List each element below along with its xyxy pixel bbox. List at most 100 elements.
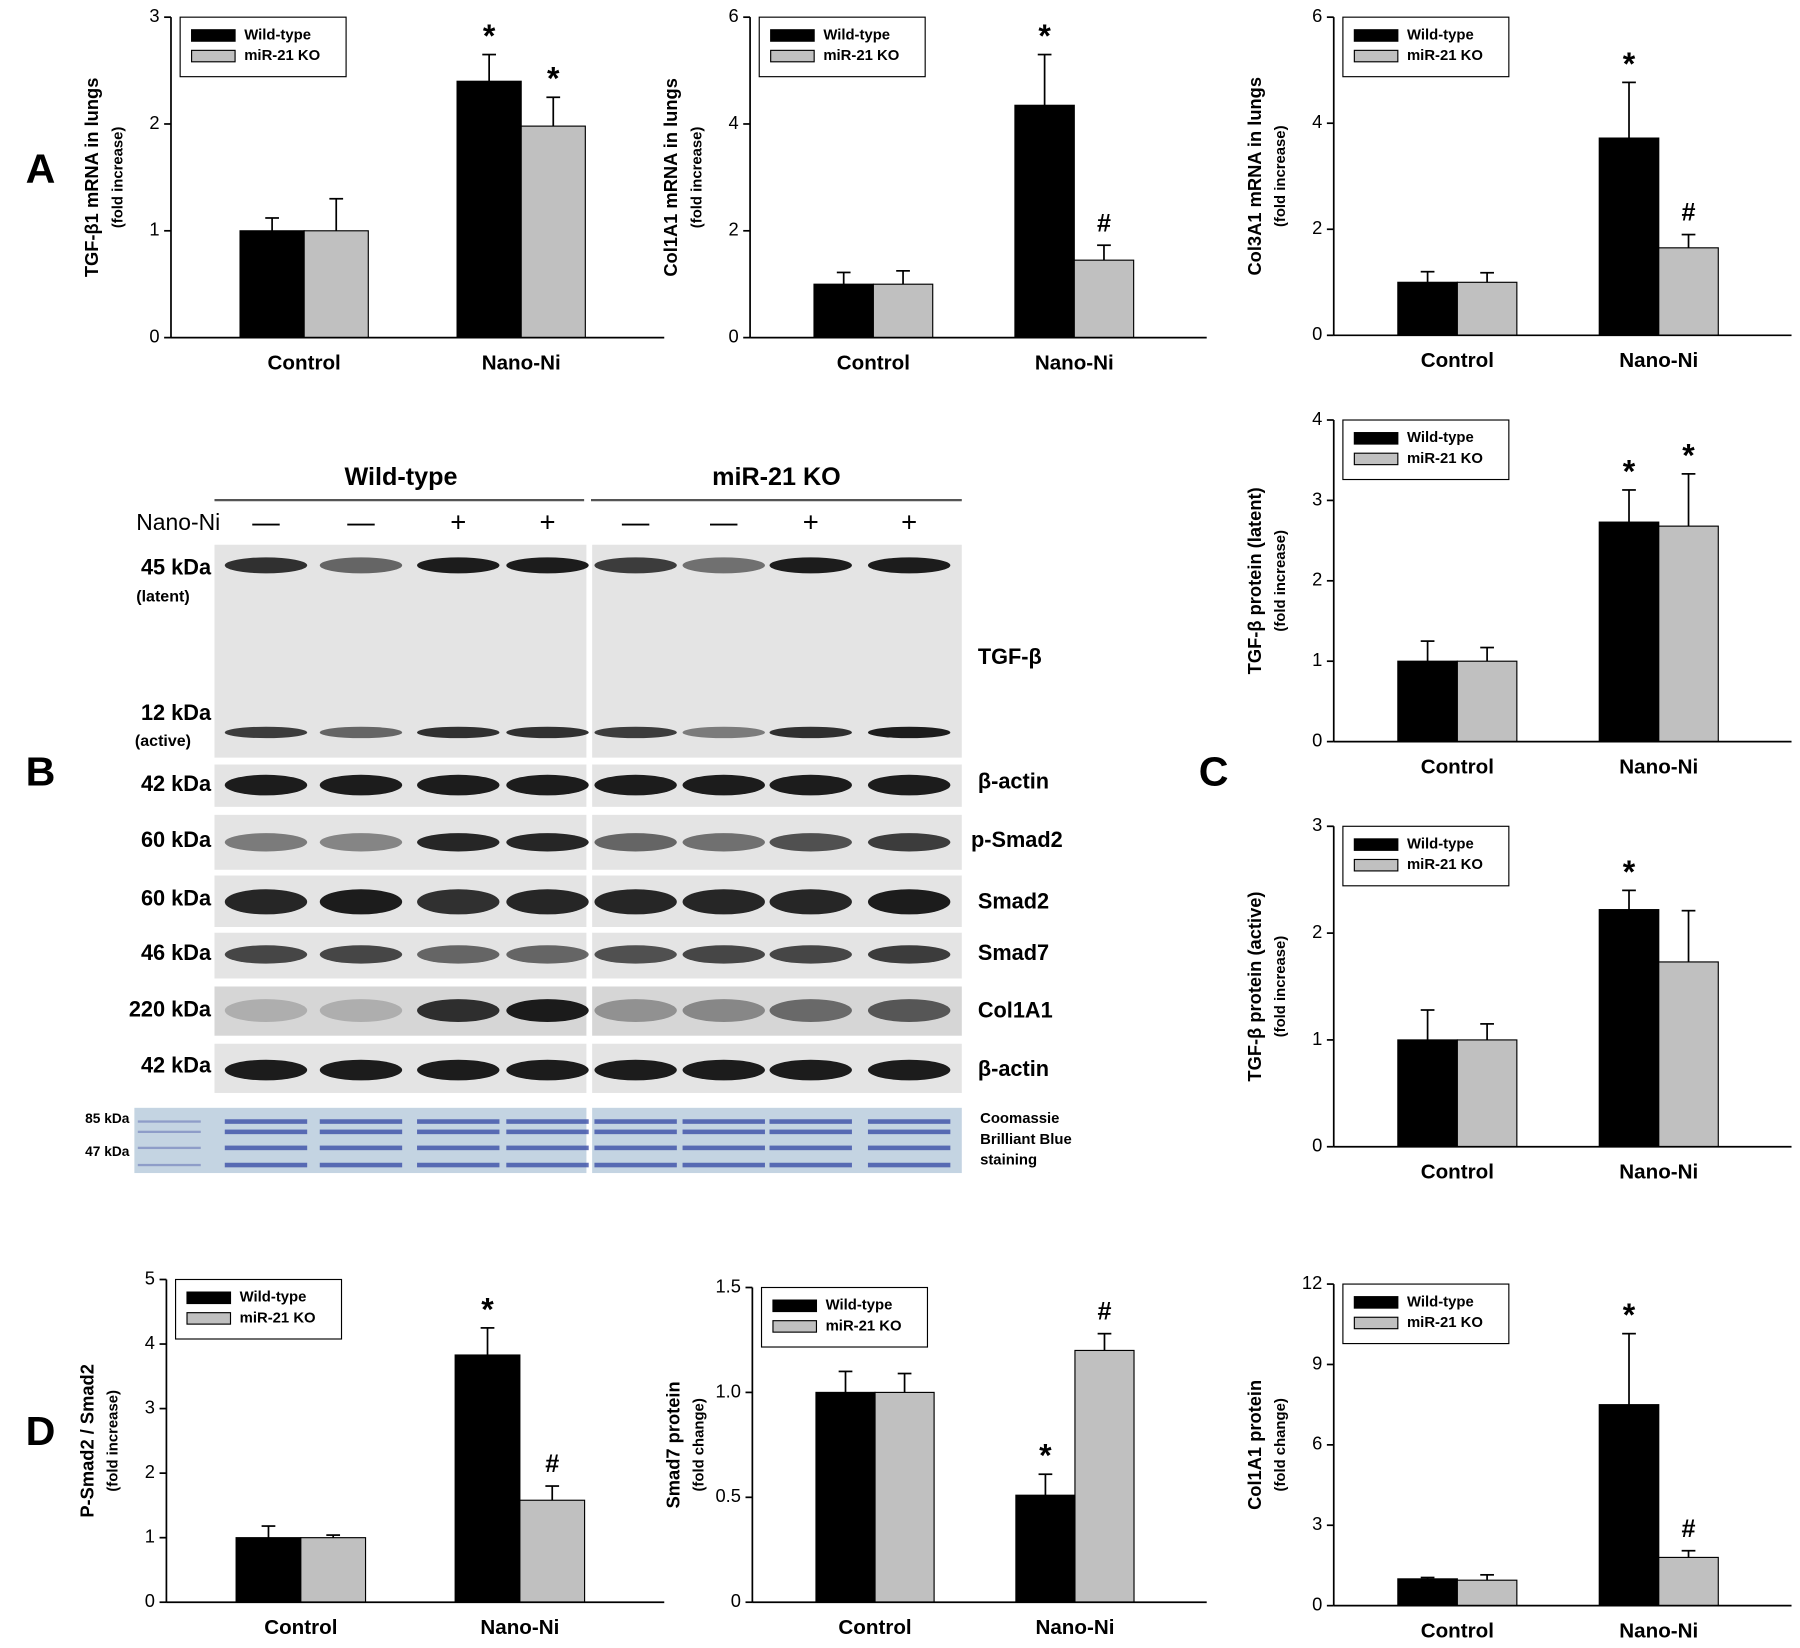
chart: 0 0.5 1.0 1.5 Smad7 protein (fold change) Cont… (662, 1275, 1207, 1639)
stain-marker: 85 kDa (85, 1111, 130, 1126)
chart: 0 2 4 6 Col1A1 mRNA in lungs (fold increase) C… (660, 5, 1207, 374)
legend-swatch (772, 1299, 818, 1313)
stain-band (417, 1129, 500, 1135)
marker-band (137, 1120, 201, 1123)
blot-panel (592, 544, 962, 758)
bar (1456, 660, 1518, 743)
blot-band (682, 833, 765, 852)
chart: 0 3 6 9 12 Col1A1 protein (fold change) Control… (1244, 1272, 1792, 1642)
blot-band (319, 1059, 403, 1081)
blot-band (319, 889, 403, 915)
y-tick-label: 0.5 (715, 1485, 740, 1506)
bar (519, 1499, 586, 1603)
treatment-sign: + (450, 506, 466, 537)
stain-label: staining (980, 1152, 1037, 1168)
legend-label: miR-21 KO (240, 1310, 316, 1326)
error-bar (1622, 1332, 1636, 1405)
y-axis-label: TGF-β protein (active) (1244, 891, 1265, 1081)
blot-band (594, 726, 677, 739)
error-bar (1480, 1573, 1494, 1581)
bar (1397, 281, 1458, 336)
legend-swatch (1353, 858, 1399, 872)
blot-band (867, 557, 951, 574)
protein-label: TGF-β (978, 644, 1042, 669)
stain-band (682, 1119, 765, 1124)
y-tick-label: 0 (145, 1590, 155, 1611)
stain-band (506, 1162, 589, 1168)
stain-band (594, 1129, 677, 1135)
protein-label: Col1A1 (978, 997, 1053, 1022)
y-tick-label: 3 (149, 5, 159, 26)
significance-mark: * (1038, 18, 1051, 54)
error-bar (265, 217, 279, 231)
significance-mark: # (1682, 199, 1696, 227)
error-bar (1097, 1332, 1112, 1351)
y-tick-label: 6 (1312, 5, 1322, 26)
bar (303, 230, 369, 339)
blot-band (682, 557, 765, 574)
blot-band (867, 945, 951, 964)
bar (239, 230, 305, 339)
blot-band (769, 557, 852, 574)
stain-label: Brilliant Blue (980, 1132, 1072, 1148)
legend-swatch (1353, 1316, 1399, 1330)
y-tick-label: 2 (728, 219, 738, 240)
legend-box (179, 16, 347, 78)
significance-mark: * (1623, 453, 1636, 489)
blot-band (769, 1059, 852, 1081)
error-bar (896, 269, 910, 285)
legend-label: miR-21 KO (1407, 451, 1483, 467)
blot-band (506, 889, 589, 915)
legend-label: Wild-type (1407, 27, 1474, 43)
x-tick-label: Nano-Ni (1035, 1616, 1114, 1639)
kda-sublabel: (active) (135, 732, 191, 750)
stain-band (682, 1145, 765, 1151)
stain-band (769, 1145, 852, 1151)
blot-band (594, 999, 677, 1022)
x-tick-label: Nano-Ni (482, 351, 561, 374)
panel-letter: B (26, 749, 56, 795)
stain-band (319, 1145, 403, 1151)
legend-label: Wild-type (240, 1290, 307, 1306)
y-axis-label: Col1A1 mRNA in lungs (660, 78, 681, 277)
error-bar (545, 1485, 560, 1501)
significance-mark: * (547, 61, 560, 97)
error-bar (1420, 640, 1435, 662)
panel-letter: A (26, 146, 56, 192)
legend-swatch (1353, 452, 1399, 466)
legend-box (1342, 419, 1510, 481)
blot-band (682, 999, 765, 1022)
y-axis-sublabel: (fold change) (692, 1398, 708, 1491)
error-bar (326, 1534, 341, 1538)
error-bar (897, 1372, 912, 1393)
y-tick-label: 0 (1312, 1135, 1322, 1156)
panel-letter: C (1199, 749, 1229, 795)
error-bar (1681, 1549, 1696, 1558)
stain-band (867, 1145, 951, 1151)
blot-band (506, 1059, 589, 1081)
legend-label: Wild-type (1407, 430, 1474, 446)
y-tick-label: 6 (728, 5, 738, 26)
y-tick-label: 1.0 (715, 1380, 740, 1401)
error-bar (1622, 489, 1636, 523)
y-tick-label: 3 (1312, 488, 1322, 509)
stain-band (769, 1119, 852, 1124)
blot-band (319, 774, 403, 796)
legend-label: Wild-type (1407, 1294, 1474, 1310)
stain-band (867, 1119, 951, 1124)
blot-band (594, 945, 677, 964)
blot-band (867, 833, 951, 852)
stain-band (224, 1119, 308, 1124)
x-tick-label: Control (1421, 755, 1494, 778)
blot-band (417, 945, 500, 964)
stain-band (319, 1162, 403, 1168)
bar (1658, 525, 1719, 743)
kda-label: 60 kDa (141, 885, 212, 910)
bar (235, 1537, 302, 1603)
y-axis-label: P-Smad2 / Smad2 (76, 1364, 97, 1518)
legend-label: miR-21 KO (244, 48, 320, 64)
legend-swatch (1353, 432, 1399, 445)
x-tick-label: Control (837, 351, 910, 374)
significance-mark: # (1682, 1515, 1696, 1543)
blot-band (319, 999, 403, 1022)
